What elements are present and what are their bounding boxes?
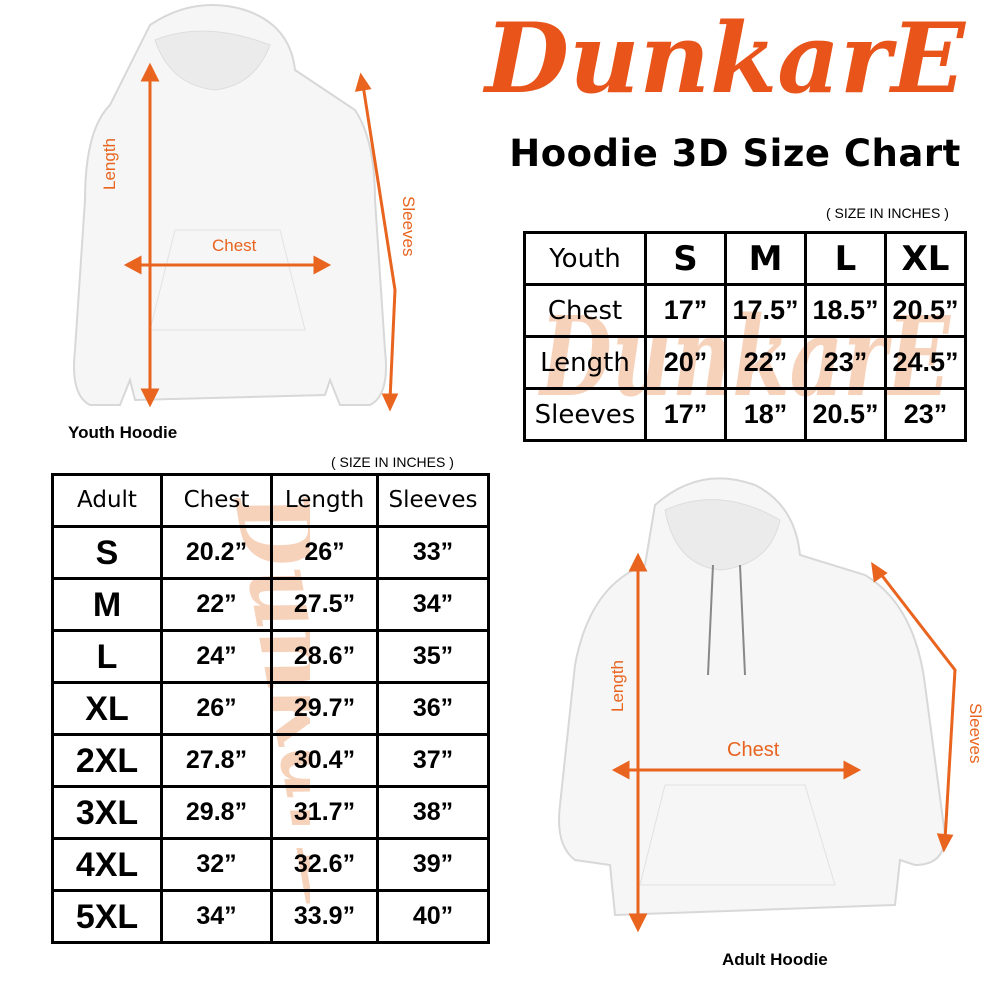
row-label: S <box>51 525 163 580</box>
row-label: 5XL <box>51 889 163 944</box>
row-label: Sleeves <box>523 387 647 442</box>
row-label: M <box>51 577 163 632</box>
table-row: Length 20” 22” 23” 24.5” <box>523 335 967 390</box>
table-cell: 38” <box>376 785 490 840</box>
adult-chest-label: Chest <box>727 739 780 761</box>
table-cell: 32.6” <box>270 837 379 892</box>
row-label: L <box>51 629 163 684</box>
table-cell: 33” <box>376 525 490 580</box>
table-cell: 20.5” <box>804 387 887 442</box>
table-row: Chest 17” 17.5” 18.5” 20.5” <box>523 283 967 338</box>
table-cell: 24.5” <box>884 335 967 390</box>
table-cell: 29.7” <box>270 681 379 736</box>
header-cell: XL <box>884 231 967 286</box>
table-header-row: Youth S M L XL <box>523 231 967 286</box>
table-cell: 18” <box>724 387 807 442</box>
table-cell: 34” <box>376 577 490 632</box>
header-cell: Adult <box>51 473 163 528</box>
adult-hoodie-image <box>558 477 957 933</box>
header-cell: M <box>724 231 807 286</box>
header-cell: Length <box>270 473 379 528</box>
svg-text:DunkarE: DunkarE <box>482 2 967 115</box>
header-cell: Youth <box>523 231 647 286</box>
table-cell: 23” <box>884 387 967 442</box>
table-cell: 30.4” <box>270 733 379 788</box>
table-cell: 28.6” <box>270 629 379 684</box>
header-cell: S <box>644 231 727 286</box>
adult-sleeves-label: Sleeves <box>966 703 985 764</box>
table-cell: 17” <box>644 387 727 442</box>
adult-length-label: Length <box>608 660 627 712</box>
table-cell: 24” <box>160 629 273 684</box>
table-row: 2XL 27.8” 30.4” 37” <box>51 733 490 788</box>
table-cell: 17” <box>644 283 727 338</box>
table-header-row: Adult Chest Length Sleeves <box>51 473 490 528</box>
youth-chest-label: Chest <box>212 236 257 255</box>
table-cell: 22” <box>724 335 807 390</box>
table-cell: 36” <box>376 681 490 736</box>
table-cell: 39” <box>376 837 490 892</box>
table-cell: 26” <box>160 681 273 736</box>
brand-logo: DunkarE <box>482 2 967 115</box>
table-row: L 24” 28.6” 35” <box>51 629 490 684</box>
youth-hoodie-label: Youth Hoodie <box>68 423 178 442</box>
table-cell: 20.2” <box>160 525 273 580</box>
table-cell: 20” <box>644 335 727 390</box>
table-row: S 20.2” 26” 33” <box>51 525 490 580</box>
header-cell: Chest <box>160 473 273 528</box>
table-cell: 31.7” <box>270 785 379 840</box>
table-cell: 29.8” <box>160 785 273 840</box>
row-label: 3XL <box>51 785 163 840</box>
table-cell: 22” <box>160 577 273 632</box>
table-cell: 27.8” <box>160 733 273 788</box>
table-cell: 33.9” <box>270 889 379 944</box>
table-cell: 35” <box>376 629 490 684</box>
row-label: Length <box>523 335 647 390</box>
table-cell: 40” <box>376 889 490 944</box>
row-label: Chest <box>523 283 647 338</box>
table-row: Sleeves 17” 18” 20.5” 23” <box>523 387 967 442</box>
table-cell: 34” <box>160 889 273 944</box>
table-row: M 22” 27.5” 34” <box>51 577 490 632</box>
table-cell: 26” <box>270 525 379 580</box>
row-label: 2XL <box>51 733 163 788</box>
row-label: 4XL <box>51 837 163 892</box>
header-cell: L <box>804 231 887 286</box>
youth-size-table: Youth S M L XL Chest 17” 17.5” 18.5” 20.… <box>523 231 967 442</box>
table-cell: 23” <box>804 335 887 390</box>
table-cell: 37” <box>376 733 490 788</box>
table-row: XL 26” 29.7” 36” <box>51 681 490 736</box>
row-label: XL <box>51 681 163 736</box>
youth-hoodie-image <box>73 4 399 412</box>
table-row: 5XL 34” 33.9” 40” <box>51 889 490 944</box>
adult-hoodie-label: Adult Hoodie <box>722 950 828 969</box>
adult-units-note: ( SIZE IN INCHES ) <box>331 454 454 470</box>
header-cell: Sleeves <box>376 473 490 528</box>
table-cell: 32” <box>160 837 273 892</box>
table-cell: 17.5” <box>724 283 807 338</box>
table-cell: 20.5” <box>884 283 967 338</box>
table-cell: 27.5” <box>270 577 379 632</box>
table-row: 4XL 32” 32.6” 39” <box>51 837 490 892</box>
table-row: 3XL 29.8” 31.7” 38” <box>51 785 490 840</box>
page-title: Hoodie 3D Size Chart <box>509 132 961 175</box>
youth-units-note: ( SIZE IN INCHES ) <box>826 205 949 221</box>
youth-length-label: Length <box>100 138 119 190</box>
adult-size-table: Adult Chest Length Sleeves S 20.2” 26” 33” M 22” 2… <box>51 473 490 944</box>
youth-sleeves-label: Sleeves <box>399 196 418 257</box>
table-cell: 18.5” <box>804 283 887 338</box>
